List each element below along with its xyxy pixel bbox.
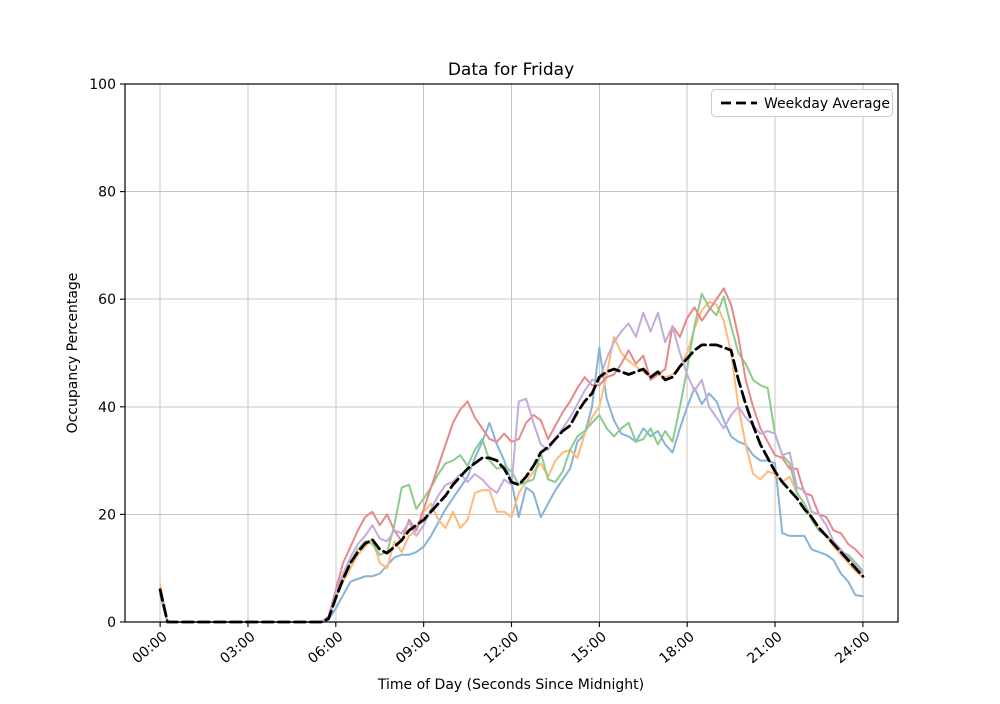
chart-title: Data for Friday: [448, 60, 574, 80]
y-tick-label: 20: [98, 507, 116, 523]
y-tick-label: 100: [89, 77, 116, 93]
legend-label: Weekday Average: [764, 96, 890, 112]
legend-box: [711, 89, 893, 117]
y-tick-label: 60: [98, 292, 116, 308]
x-axis-label: Time of Day (Seconds Since Midnight): [377, 677, 644, 693]
legend: Weekday Average: [711, 89, 893, 117]
y-tick-label: 40: [98, 400, 116, 416]
y-tick-label: 80: [98, 185, 116, 201]
y-axis-label: Occupancy Percentage: [65, 273, 81, 434]
y-tick-label: 0: [107, 615, 116, 631]
